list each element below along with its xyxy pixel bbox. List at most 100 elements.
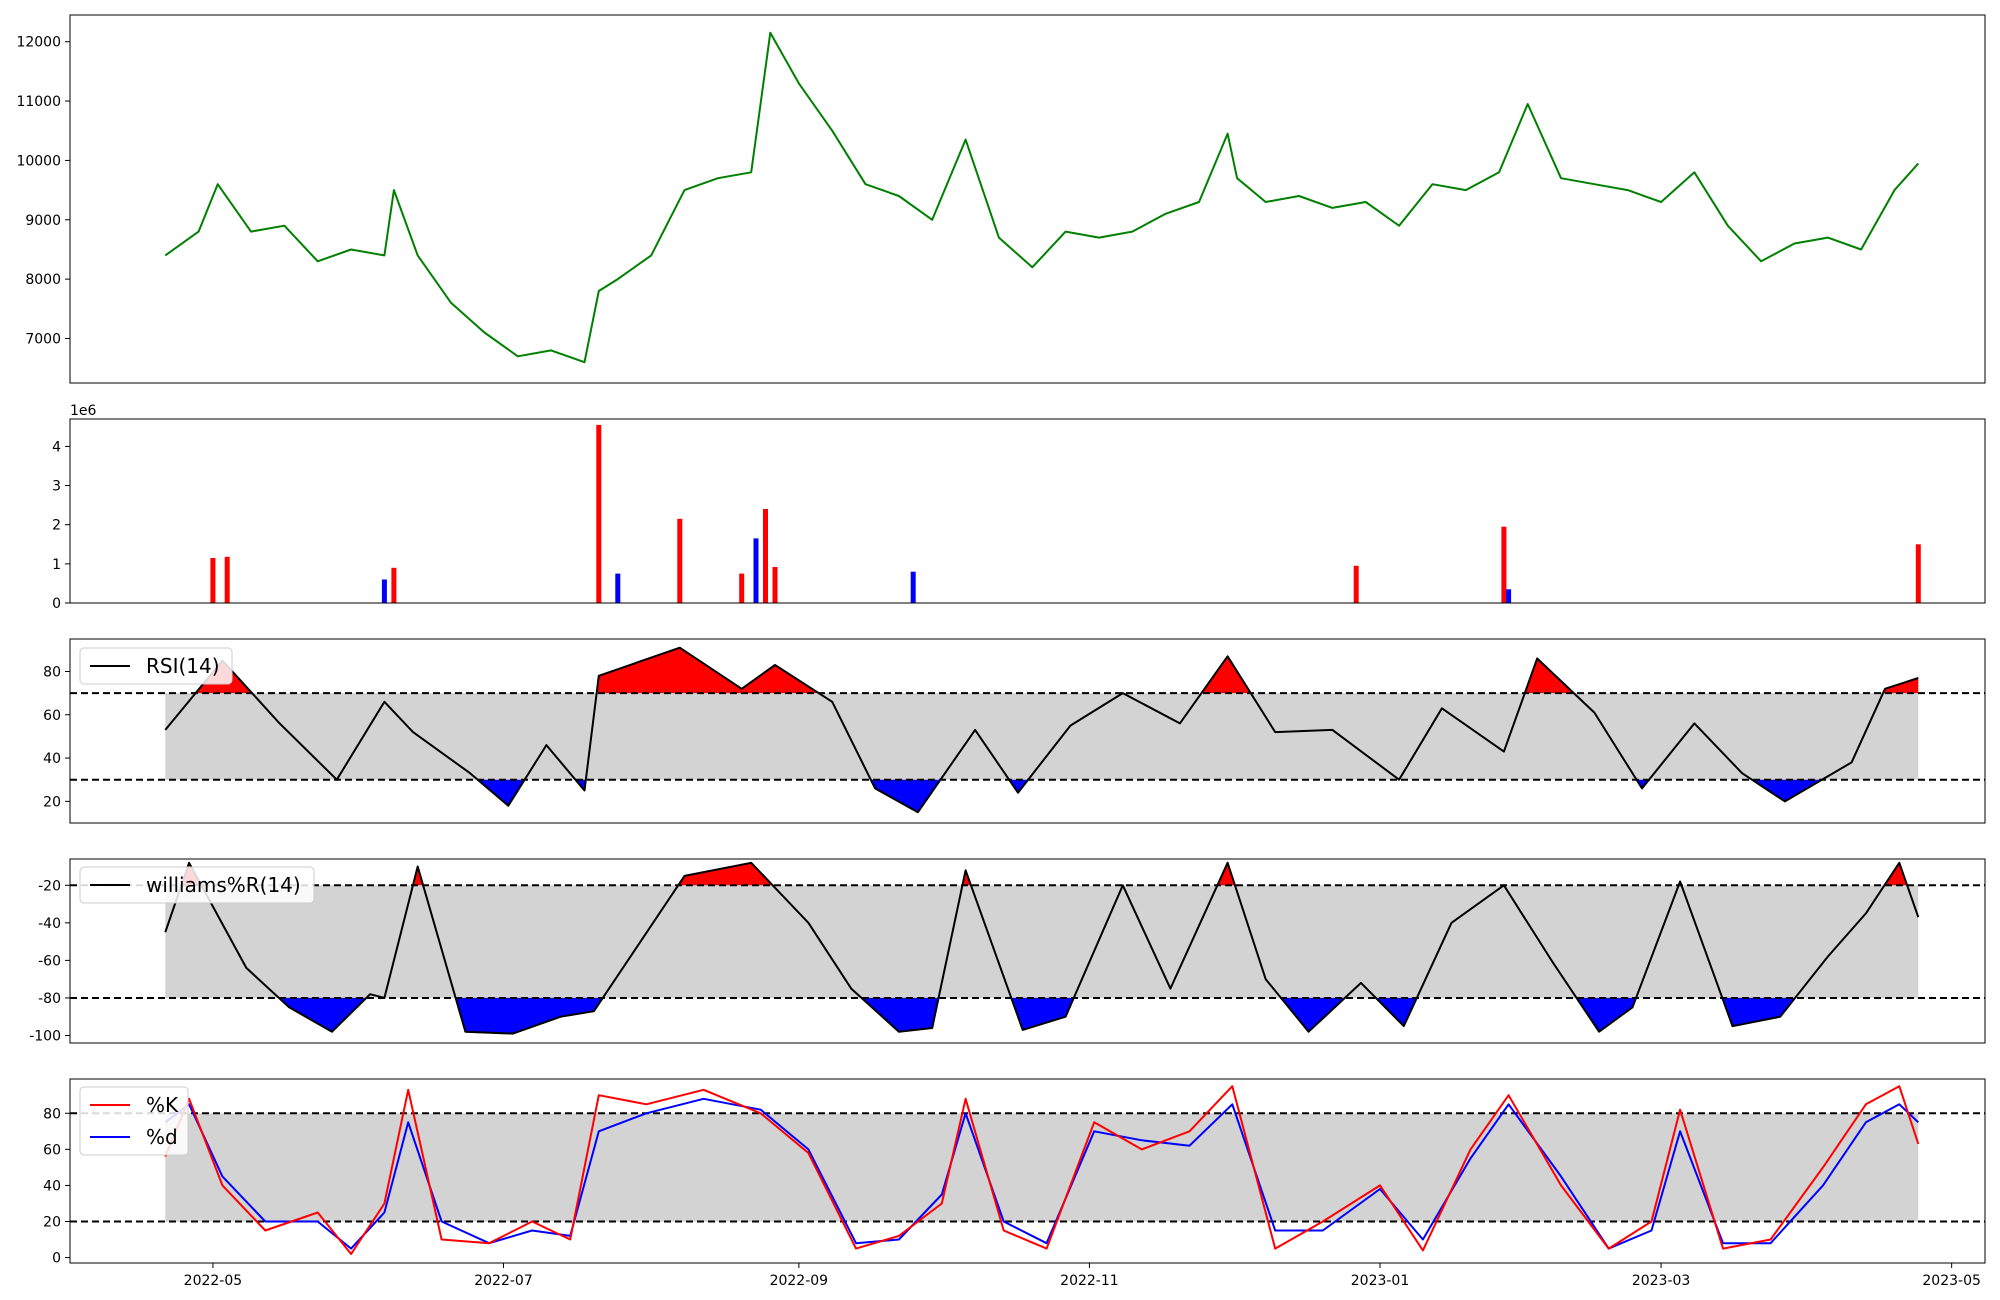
volume-bar — [224, 556, 230, 603]
stochastic-tick-label: 60 — [43, 1142, 61, 1158]
volume-panel-frame — [69, 418, 1986, 604]
williams-oversold-fill — [861, 997, 939, 1032]
rsi-y-axis: 20 40 60 80 — [43, 664, 70, 810]
volume-multiplier-label: 1e6 — [70, 403, 97, 419]
rsi-panel: 20 40 60 80 RSI(14) — [43, 638, 1986, 824]
x-tick-label: 2022-05 — [184, 1273, 243, 1289]
williams-y-axis: -20 -40 -60 -80 -100 — [29, 878, 70, 1044]
williams-oversold-fill — [455, 997, 603, 1034]
williams-tick-label: -20 — [38, 878, 61, 894]
williams-tick-label: -80 — [38, 991, 61, 1007]
stochastic-neutral-band — [165, 1113, 1919, 1222]
williams-tick-label: -60 — [38, 953, 61, 969]
k-series-line — [164, 1085, 1920, 1255]
volume-bar — [1506, 589, 1512, 603]
rsi-tick-label: 40 — [43, 751, 61, 767]
rsi-oversold-fill — [1751, 779, 1822, 802]
stochastic-plot-area — [70, 1085, 1985, 1255]
rsi-tick-label: 20 — [43, 794, 61, 810]
volume-panel: 0 1 2 3 4 1e6 — [52, 403, 1986, 612]
volume-bar — [381, 579, 387, 603]
williams-panel-frame — [69, 858, 1986, 1044]
williams-neutral-band — [165, 885, 1919, 998]
rsi-overbought-fill — [1524, 658, 1574, 694]
williams-oversold-fill — [1011, 997, 1074, 1030]
rsi-oversold-fill — [477, 779, 525, 806]
x-tick-label: 2023-01 — [1351, 1273, 1410, 1289]
stochastic-tick-label: 80 — [43, 1106, 61, 1122]
williams-oversold-fill — [1722, 997, 1795, 1027]
volume-tick-label: 0 — [52, 596, 61, 612]
stochastic-y-axis: 0 20 40 60 80 — [43, 1106, 70, 1267]
date-x-axis: 2022-05 2022-07 2022-09 2022-11 2023-01 2023-… — [184, 1263, 1981, 1289]
williams-legend-box — [79, 866, 315, 904]
volume-bar — [1501, 526, 1507, 603]
rsi-panel-frame — [69, 638, 1986, 824]
volume-bar — [615, 573, 621, 603]
rsi-neutral-band — [165, 693, 1919, 780]
rsi-plot-area — [70, 646, 1985, 814]
volume-bar — [910, 571, 916, 603]
rsi-oversold-fill — [1636, 779, 1649, 789]
williams-oversold-fill — [278, 997, 367, 1032]
price-tick-label: 10000 — [16, 153, 61, 169]
rsi-tick-label: 80 — [43, 664, 61, 680]
stochastic-legend: %K %d — [79, 1086, 189, 1156]
volume-y-axis: 0 1 2 3 4 — [52, 439, 70, 612]
x-tick-label: 2023-03 — [1632, 1273, 1691, 1289]
rsi-line — [164, 646, 1919, 814]
stochastic-tick-label: 0 — [52, 1251, 61, 1267]
price-line-area — [164, 31, 1920, 364]
d-legend-label: %d — [146, 1125, 178, 1149]
volume-tick-label: 4 — [52, 439, 61, 455]
williams-tick-label: -100 — [29, 1028, 61, 1044]
volume-tick-label: 1 — [52, 557, 61, 573]
rsi-tick-label: 60 — [43, 708, 61, 724]
price-tick-label: 8000 — [25, 272, 61, 288]
volume-bar — [391, 567, 397, 603]
rsi-overbought-fill — [596, 647, 819, 694]
rsi-legend-box — [79, 647, 233, 685]
volume-bar — [772, 567, 778, 603]
price-series-line — [164, 31, 1920, 364]
williams-overbought-fill — [1217, 862, 1235, 886]
price-tick-label: 12000 — [16, 35, 61, 51]
williams-line — [164, 861, 1920, 1035]
rsi-legend: RSI(14) — [79, 647, 233, 685]
volume-bar — [677, 518, 683, 603]
rsi-oversold-fill — [1009, 779, 1029, 793]
price-tick-label: 7000 — [25, 331, 61, 347]
stochastic-panel: 0 20 40 60 80 %K %d — [43, 1078, 1986, 1267]
williams-oversold-fill — [1576, 997, 1636, 1032]
williams-panel: -20 -40 -60 -80 -100 williams%R(14) — [29, 858, 1986, 1044]
volume-bar — [210, 558, 216, 603]
williams-overbought-fill — [413, 866, 424, 886]
stochastic-tick-label: 20 — [43, 1215, 61, 1231]
volume-tick-label: 2 — [52, 518, 61, 534]
volume-bars — [210, 424, 1921, 603]
williams-overbought-fill — [678, 862, 773, 886]
stochastic-tick-label: 40 — [43, 1178, 61, 1194]
volume-bar — [739, 573, 745, 603]
x-tick-label: 2022-09 — [770, 1273, 829, 1289]
williams-legend-label: williams%R(14) — [146, 873, 301, 897]
k-legend-label: %K — [146, 1093, 179, 1117]
x-tick-label: 2022-07 — [474, 1273, 533, 1289]
price-tick-label: 9000 — [25, 213, 61, 229]
rsi-legend-label: RSI(14) — [146, 654, 220, 678]
williams-overbought-fill — [1884, 862, 1908, 886]
price-y-axis: 7000 8000 9000 10000 11000 12000 — [16, 35, 70, 347]
williams-oversold-fill — [1281, 997, 1345, 1032]
volume-bar — [596, 424, 602, 603]
price-panel-frame — [69, 14, 1986, 384]
volume-bar — [763, 509, 768, 603]
volume-bar — [753, 538, 759, 603]
x-tick-label: 2023-05 — [1922, 1273, 1981, 1289]
volume-tick-label: 3 — [52, 479, 61, 495]
d-series-line — [164, 1097, 1919, 1250]
williams-tick-label: -40 — [38, 916, 61, 932]
x-tick-label: 2022-11 — [1060, 1273, 1119, 1289]
price-panel: 7000 8000 9000 10000 11000 12000 — [16, 14, 1986, 384]
williams-plot-area — [70, 861, 1985, 1035]
